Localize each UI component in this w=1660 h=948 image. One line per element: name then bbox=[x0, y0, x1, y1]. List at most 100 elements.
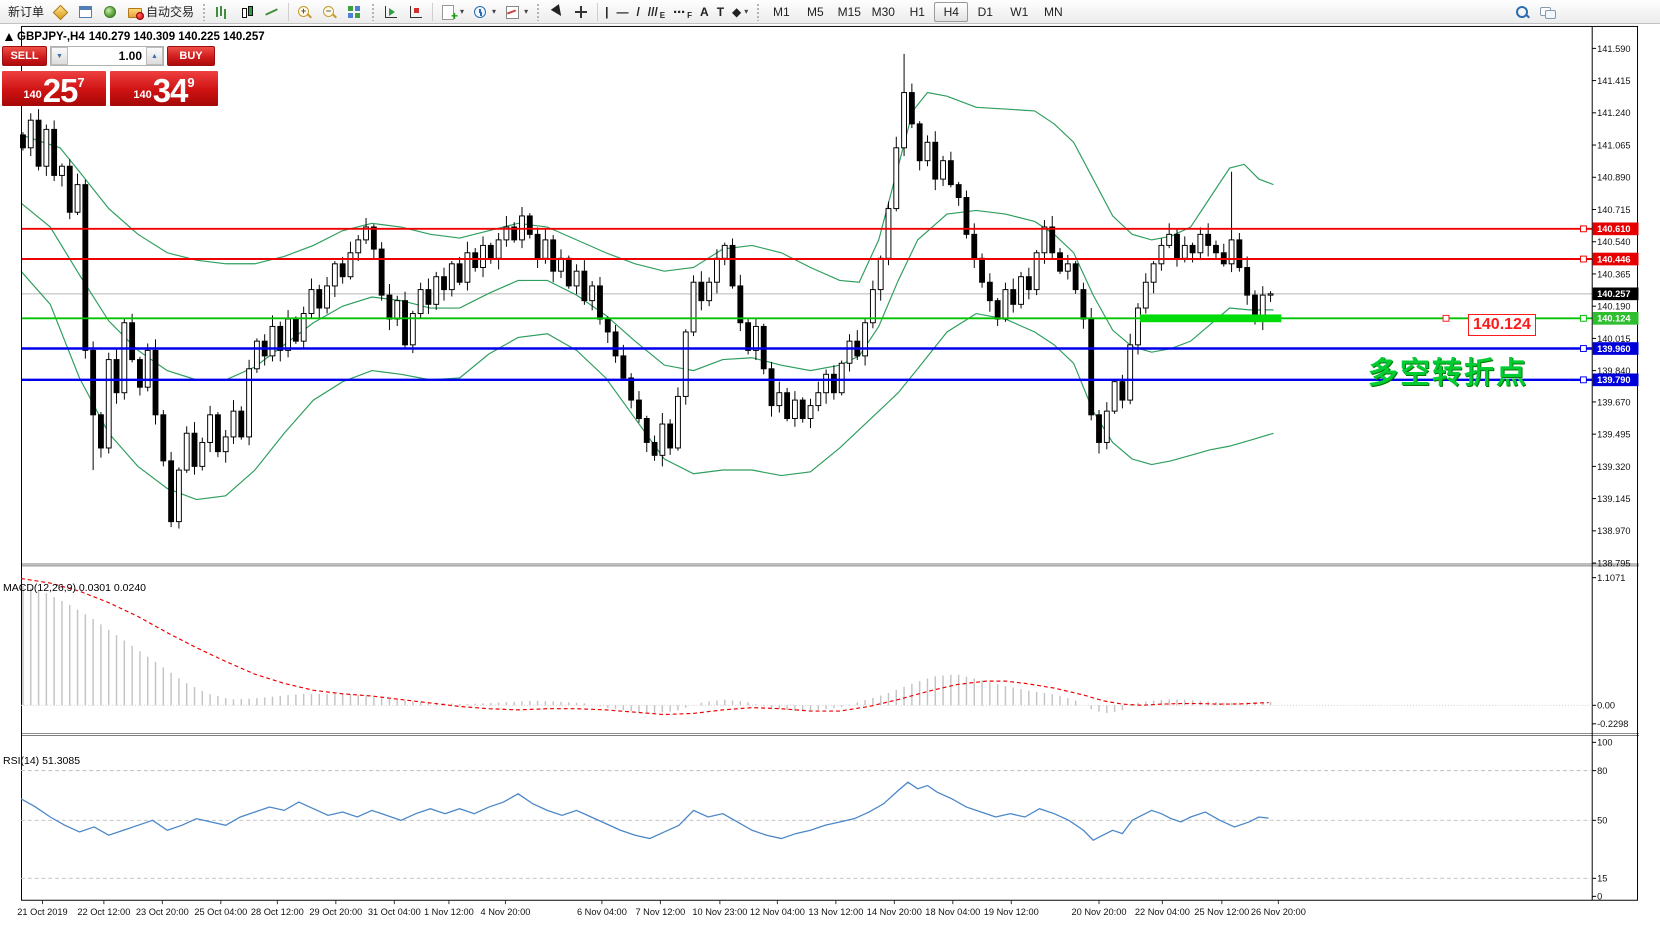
time-axis-label[interactable]: 21 Oct 2019 bbox=[17, 907, 67, 917]
market-watch-icon[interactable] bbox=[73, 1, 98, 23]
time-axis-label[interactable]: 19 Nov 12:00 bbox=[984, 907, 1039, 917]
bar-chart-button[interactable] bbox=[210, 1, 235, 23]
candlestick bbox=[550, 239, 557, 272]
volume-spinner[interactable]: ▼ 1.00 ▲ bbox=[50, 46, 164, 66]
time-axis-label[interactable]: 22 Oct 12:00 bbox=[77, 907, 130, 917]
community-chat-icon[interactable] bbox=[1535, 1, 1560, 23]
candlestick bbox=[869, 289, 876, 324]
candlestick bbox=[1205, 233, 1212, 246]
volume-decrease-icon[interactable]: ▼ bbox=[51, 47, 68, 65]
arrows-button[interactable]: ◆ ▾ bbox=[728, 1, 752, 23]
candlestick bbox=[651, 441, 658, 456]
equidistant-channel-button[interactable]: ///E bbox=[644, 1, 669, 23]
price-level-annotation[interactable]: 140.124 bbox=[1468, 314, 1536, 336]
candlestick bbox=[35, 119, 42, 167]
sell-price-panel[interactable]: 140 25 7 bbox=[2, 71, 106, 107]
time-axis-label[interactable]: 25 Nov 12:00 bbox=[1194, 907, 1249, 917]
time-axis-label[interactable]: 1 Nov 12:00 bbox=[424, 907, 474, 917]
time-axis-label[interactable]: 10 Nov 23:00 bbox=[692, 907, 747, 917]
templates-button[interactable]: ▾ bbox=[500, 1, 532, 23]
candlestick-chart-icon bbox=[239, 4, 256, 20]
timeframe-d1-button[interactable]: D1 bbox=[977, 4, 993, 19]
time-axis-label[interactable]: 20 Nov 20:00 bbox=[1071, 907, 1126, 917]
timeframe-m1-button[interactable]: M1 bbox=[772, 4, 790, 19]
timeframe-m30-button[interactable]: M30 bbox=[871, 4, 895, 19]
toolbar-grip[interactable] bbox=[371, 2, 376, 21]
candlestick bbox=[246, 368, 253, 438]
candlestick bbox=[667, 423, 674, 449]
price-axis-label: 140.715 bbox=[1597, 205, 1630, 215]
text-label-button[interactable]: T bbox=[713, 1, 728, 23]
price-chart-canvas[interactable]: 141.590 141.415 141.240 141.065 140.890 140.7… bbox=[0, 24, 1660, 948]
time-axis-label[interactable]: 28 Oct 12:00 bbox=[251, 907, 304, 917]
timeframe-mn-button[interactable]: MN bbox=[1043, 4, 1063, 19]
toolbar-grip[interactable] bbox=[202, 2, 207, 21]
signals-icon[interactable] bbox=[98, 1, 123, 23]
new-order-button[interactable]: 新订单 bbox=[4, 1, 48, 23]
auto-trading-button[interactable]: 自动交易 bbox=[123, 1, 198, 23]
candlestick bbox=[643, 418, 650, 443]
zoom-in-button[interactable] bbox=[292, 1, 317, 23]
pivot-note-annotation[interactable]: 多空转折点 bbox=[1368, 357, 1528, 390]
chevron-down-icon[interactable]: ▾ bbox=[460, 7, 465, 16]
cursor-button[interactable] bbox=[544, 1, 569, 23]
timeframe-m5-button[interactable]: M5 bbox=[806, 4, 824, 19]
time-axis-label[interactable]: 6 Nov 04:00 bbox=[577, 907, 627, 917]
periods-button[interactable]: ▾ bbox=[468, 1, 500, 23]
candlestick-chart-button[interactable] bbox=[235, 1, 260, 23]
trendline-button[interactable]: / bbox=[632, 1, 643, 23]
indicators-button[interactable]: ▾ bbox=[436, 1, 468, 23]
time-axis-label[interactable]: 7 Nov 12:00 bbox=[635, 907, 685, 917]
price-axis-label: 141.590 bbox=[1597, 44, 1630, 54]
time-axis-label[interactable]: 23 Oct 20:00 bbox=[136, 907, 189, 917]
time-axis-label[interactable]: 22 Nov 04:00 bbox=[1135, 907, 1190, 917]
price-box-anchor[interactable] bbox=[1442, 314, 1450, 322]
vertical-line-button[interactable]: | bbox=[601, 1, 612, 23]
zoom-out-button[interactable] bbox=[317, 1, 342, 23]
volume-value[interactable]: 1.00 bbox=[118, 49, 142, 63]
line-chart-button[interactable] bbox=[260, 1, 285, 23]
chevron-down-icon[interactable]: ▾ bbox=[492, 7, 497, 16]
hline-anchor[interactable] bbox=[1580, 314, 1587, 322]
new-chart-icon[interactable] bbox=[48, 1, 73, 23]
time-axis-label[interactable]: 25 Oct 04:00 bbox=[194, 907, 247, 917]
hline-anchor[interactable] bbox=[1580, 376, 1587, 384]
tool-glyph: ⋯ bbox=[673, 4, 686, 19]
time-axis-label[interactable]: 13 Nov 12:00 bbox=[808, 907, 863, 917]
toolbar-grip[interactable] bbox=[756, 2, 761, 21]
chevron-down-icon[interactable]: ▾ bbox=[744, 7, 749, 16]
search-icon[interactable] bbox=[1510, 1, 1535, 23]
time-axis-label[interactable]: 12 Nov 04:00 bbox=[750, 907, 805, 917]
horizontal-line-button[interactable]: — bbox=[612, 1, 632, 23]
fibonacci-button[interactable]: ⋯ F bbox=[669, 1, 696, 23]
text-button[interactable]: A bbox=[696, 1, 713, 23]
time-axis-label[interactable]: 14 Nov 20:00 bbox=[867, 907, 922, 917]
highlight-level-bar[interactable] bbox=[1139, 314, 1282, 323]
time-axis-label[interactable]: 18 Nov 04:00 bbox=[925, 907, 980, 917]
volume-increase-icon[interactable]: ▲ bbox=[146, 47, 163, 65]
toolbar-grip[interactable] bbox=[536, 2, 541, 21]
candlestick bbox=[862, 322, 869, 357]
buy-button[interactable]: BUY bbox=[167, 46, 215, 66]
time-axis-label[interactable]: 29 Oct 20:00 bbox=[309, 907, 362, 917]
chevron-down-icon[interactable]: ▾ bbox=[524, 7, 529, 16]
hline-anchor[interactable] bbox=[1580, 225, 1587, 233]
hline-anchor[interactable] bbox=[1580, 345, 1587, 352]
timeframe-h1-button[interactable]: H1 bbox=[909, 4, 925, 19]
chart-window[interactable]: 141.590 141.415 141.240 141.065 140.890 140.7… bbox=[0, 24, 1660, 948]
time-axis-label[interactable]: 31 Oct 04:00 bbox=[368, 907, 421, 917]
timeframe-w1-button[interactable]: W1 bbox=[1010, 4, 1029, 19]
tile-windows-button[interactable] bbox=[342, 1, 367, 23]
cursor-icon bbox=[548, 4, 565, 20]
time-axis-label[interactable]: 4 Nov 20:00 bbox=[480, 907, 530, 917]
crosshair-button[interactable] bbox=[569, 1, 594, 23]
chart-shift-button[interactable] bbox=[404, 1, 429, 23]
time-axis-label[interactable]: 26 Nov 20:00 bbox=[1251, 907, 1306, 917]
auto-scroll-button[interactable] bbox=[379, 1, 404, 23]
sell-button[interactable]: SELL bbox=[2, 46, 47, 66]
timeframe-h4-button[interactable]: H4 bbox=[934, 1, 969, 22]
candlestick bbox=[433, 276, 440, 305]
timeframe-m15-button[interactable]: M15 bbox=[837, 4, 861, 19]
hline-anchor[interactable] bbox=[1580, 255, 1587, 263]
buy-price-panel[interactable]: 140 34 9 bbox=[110, 71, 218, 107]
